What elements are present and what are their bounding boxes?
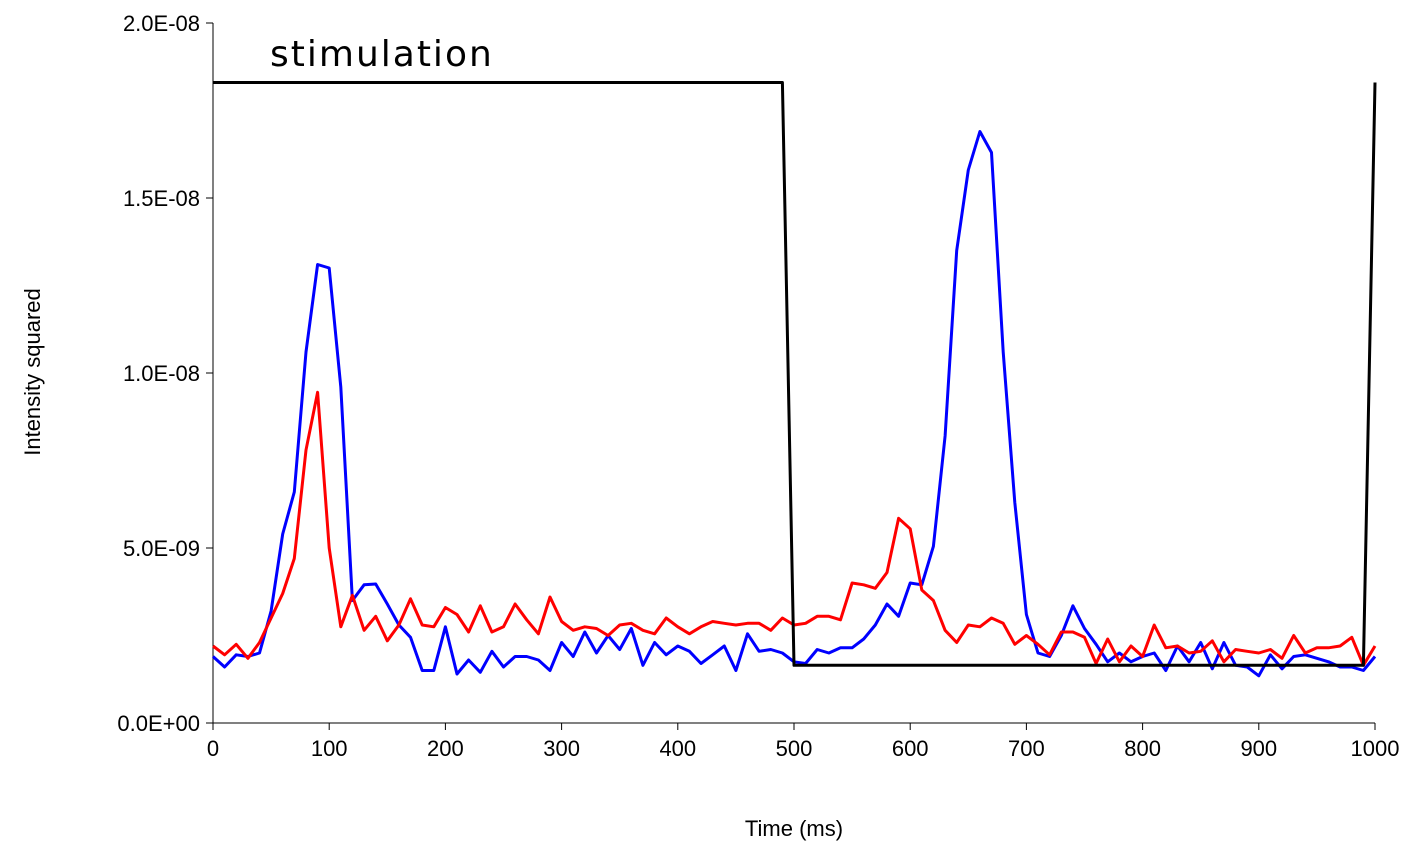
y-axis-title: Intensity squared	[20, 288, 45, 456]
x-tick-label: 300	[543, 736, 580, 761]
y-tick-label: 1.0E-08	[123, 361, 200, 386]
y-tick-label: 0.0E+00	[117, 711, 200, 736]
x-tick-label: 400	[659, 736, 696, 761]
stimulation-annotation: stimulation	[270, 34, 494, 75]
x-tick-label: 500	[776, 736, 813, 761]
y-tick-label: 2.0E-08	[123, 11, 200, 36]
x-tick-label: 1000	[1351, 736, 1400, 761]
chart-series	[211, 81, 1377, 678]
y-tick-label: 1.5E-08	[123, 186, 200, 211]
x-tick-label: 700	[1008, 736, 1045, 761]
x-tick-label: 600	[892, 736, 929, 761]
y-tick-label: 5.0E-09	[123, 536, 200, 561]
x-tick-label: 200	[427, 736, 464, 761]
chart-axes: 0.0E+00 5.0E-09 1.0E-08 1.5E-08 2.0E-08 0 100 2…	[117, 11, 1399, 761]
x-tick-label: 900	[1240, 736, 1277, 761]
stimulation-series-line	[213, 81, 1377, 667]
x-tick-label: 0	[207, 736, 219, 761]
x-axis-title: Time (ms)	[745, 816, 843, 841]
x-tick-label: 100	[311, 736, 348, 761]
x-tick-label: 800	[1124, 736, 1161, 761]
